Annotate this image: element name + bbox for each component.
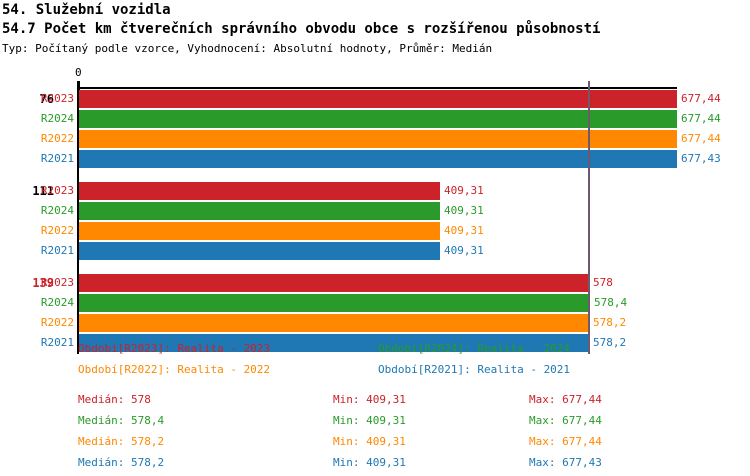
stat-max: Max: 677,44 bbox=[529, 393, 602, 406]
bar-value-label: 578,2 bbox=[593, 336, 627, 349]
bar-value-label: 677,43 bbox=[681, 152, 721, 165]
stat-median: Medián: 578,2 bbox=[78, 456, 165, 469]
axis-vertical-line bbox=[77, 81, 79, 354]
stat-min: Min: 409,31 bbox=[333, 456, 406, 469]
stat-min: Min: 409,31 bbox=[333, 414, 406, 427]
reference-line-median-blue bbox=[588, 81, 589, 354]
bar-r2023 bbox=[79, 182, 440, 200]
bar-value-label: 578,2 bbox=[593, 316, 627, 329]
group-label: 111 bbox=[32, 184, 54, 198]
bar-value-label: 578 bbox=[593, 276, 613, 289]
bar-r2022 bbox=[79, 130, 677, 148]
legend-item-2: Období[R2022]: Realita - 2022 bbox=[78, 363, 271, 376]
bar-value-label: 409,31 bbox=[444, 204, 484, 217]
axis-zero-label: 0 bbox=[75, 66, 82, 79]
chart-title-primary: 54. Služební vozidla bbox=[2, 2, 171, 18]
bar-r2024 bbox=[79, 294, 590, 312]
series-label-r2022: R2022 bbox=[40, 316, 74, 329]
bar-r2021 bbox=[79, 334, 589, 352]
bar-r2024 bbox=[79, 110, 677, 128]
legend-item-0: Období[R2023]: Realita - 2023 bbox=[78, 342, 271, 355]
stat-min: Min: 409,31 bbox=[333, 393, 406, 406]
series-label-r2023: R2023 bbox=[40, 276, 74, 289]
bar-value-label: 409,31 bbox=[444, 184, 484, 197]
axis-top-line bbox=[79, 87, 677, 89]
bar-value-label: 409,31 bbox=[444, 244, 484, 257]
chart-subtitle: Typ: Počítaný podle vzorce, Vyhodnocení:… bbox=[2, 42, 493, 55]
chart-title-secondary: 54.7 Počet km čtverečních správního obvo… bbox=[2, 21, 601, 37]
series-label-r2021: R2021 bbox=[40, 244, 74, 257]
bar-r2023 bbox=[79, 274, 589, 292]
axis-zero-tick bbox=[78, 81, 80, 90]
bar-value-label: 578,4 bbox=[594, 296, 628, 309]
bar-value-label: 677,44 bbox=[681, 112, 721, 125]
series-label-r2023: R2023 bbox=[40, 92, 74, 105]
bar-r2022 bbox=[79, 314, 589, 332]
bar-value-label: 677,44 bbox=[681, 92, 721, 105]
series-label-r2022: R2022 bbox=[40, 224, 74, 237]
legend-item-3: Období[R2021]: Realita - 2021 bbox=[378, 363, 571, 376]
bar-value-label: 677,44 bbox=[681, 132, 721, 145]
reference-line-median-red bbox=[589, 81, 590, 354]
group-label: 139 bbox=[32, 276, 54, 290]
bar-r2021 bbox=[79, 242, 440, 260]
bar-value-label: 409,31 bbox=[444, 224, 484, 237]
legend-item-1: Období[R2024]: Realita - 2024 bbox=[378, 342, 571, 355]
stat-median: Medián: 578 bbox=[78, 393, 151, 406]
bar-r2021 bbox=[79, 150, 677, 168]
bar-r2023 bbox=[79, 90, 677, 108]
stat-max: Max: 677,44 bbox=[529, 414, 602, 427]
stat-median: Medián: 578,2 bbox=[78, 435, 165, 448]
series-label-r2021: R2021 bbox=[40, 152, 74, 165]
series-label-r2024: R2024 bbox=[40, 296, 74, 309]
series-label-r2024: R2024 bbox=[40, 204, 74, 217]
series-label-r2024: R2024 bbox=[40, 112, 74, 125]
series-label-r2022: R2022 bbox=[40, 132, 74, 145]
stat-median: Medián: 578,4 bbox=[78, 414, 165, 427]
group-label: 76 bbox=[39, 92, 54, 106]
series-label-r2021: R2021 bbox=[40, 336, 74, 349]
stat-min: Min: 409,31 bbox=[333, 435, 406, 448]
series-label-r2023: R2023 bbox=[40, 184, 74, 197]
bar-r2022 bbox=[79, 222, 440, 240]
stat-max: Max: 677,44 bbox=[529, 435, 602, 448]
stat-max: Max: 677,43 bbox=[529, 456, 602, 469]
bar-r2024 bbox=[79, 202, 440, 220]
